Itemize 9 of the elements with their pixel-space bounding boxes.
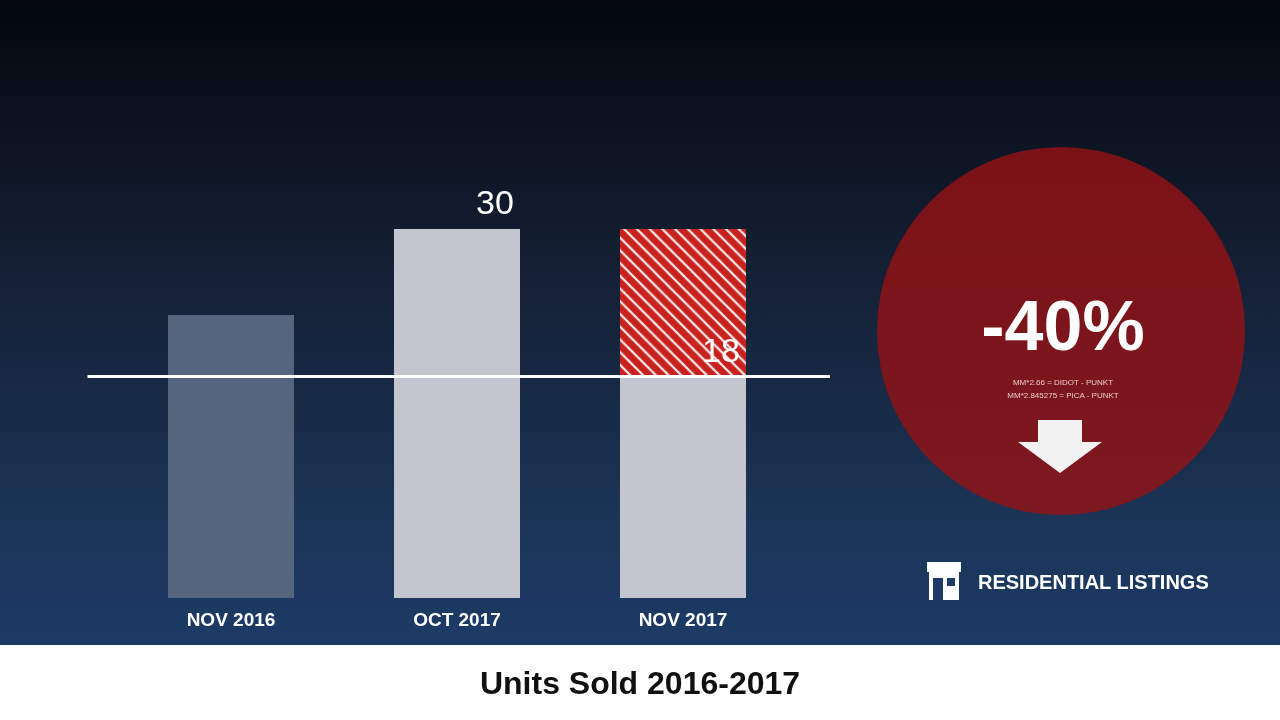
text: MM*2.66 = DIDOT - PUNKT: [1012, 378, 1114, 387]
text: MM*2.845275 = PICA - PUNKT: [1007, 391, 1119, 400]
text: -40%: [981, 287, 1145, 365]
data-label: 30: [476, 183, 514, 221]
x-tick-label: NOV 2017: [638, 609, 728, 630]
x-tick-label: OCT 2017: [413, 609, 501, 630]
text: Units Sold 2016-2017: [479, 665, 801, 702]
x-tick-label: NOV 2016: [186, 609, 276, 630]
text: RESIDENTIAL LISTINGS: [978, 571, 1209, 593]
